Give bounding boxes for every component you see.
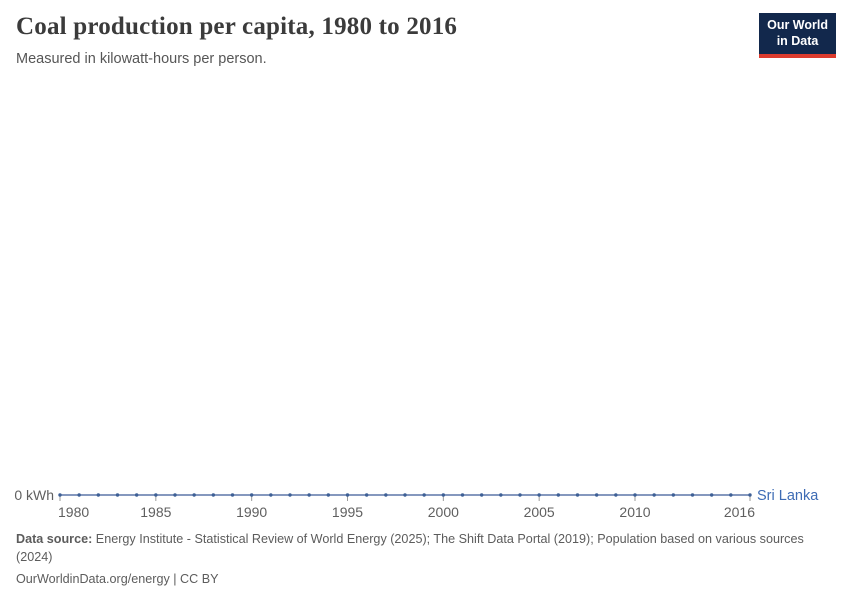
data-point[interactable] — [58, 493, 62, 497]
y-axis-label: 0 kWh — [14, 487, 54, 503]
data-point[interactable] — [537, 493, 541, 497]
x-axis-label: 1980 — [58, 504, 89, 520]
data-point[interactable] — [633, 493, 637, 497]
data-point[interactable] — [499, 493, 503, 497]
x-axis-label: 1995 — [332, 504, 363, 520]
owid-logo-line2: in Data — [776, 33, 819, 48]
data-point[interactable] — [364, 493, 369, 497]
data-point[interactable] — [556, 493, 561, 497]
data-point[interactable] — [709, 493, 714, 497]
chart-subtitle: Measured in kilowatt-hours per person. — [16, 51, 267, 67]
data-point[interactable] — [690, 493, 695, 497]
owid-logo-line1: Our World — [767, 18, 828, 32]
data-point[interactable] — [671, 493, 676, 497]
x-axis-label: 2000 — [428, 504, 459, 520]
data-point[interactable] — [154, 493, 158, 497]
data-point[interactable] — [269, 493, 273, 497]
license-text: | CC BY — [169, 572, 219, 587]
data-point[interactable] — [345, 493, 350, 497]
data-point[interactable] — [192, 493, 196, 497]
data-point[interactable] — [384, 493, 388, 497]
data-point[interactable] — [403, 493, 407, 497]
data-point[interactable] — [575, 493, 580, 497]
data-point[interactable] — [748, 493, 752, 497]
data-point[interactable] — [652, 493, 656, 497]
data-point[interactable] — [479, 493, 484, 497]
data-source-label: Data source: — [16, 532, 93, 546]
data-point[interactable] — [614, 493, 618, 497]
owid-url-link[interactable]: OurWorldinData.org/energy — [16, 572, 170, 587]
chart-footer: Data source: Energy Institute - Statisti… — [16, 531, 834, 589]
data-point[interactable] — [96, 493, 101, 497]
data-source-line: Data source: Energy Institute - Statisti… — [16, 531, 834, 566]
x-axis-label: 2005 — [524, 504, 555, 520]
data-point[interactable] — [211, 493, 216, 497]
x-axis-label: 1985 — [140, 504, 171, 520]
data-source-text: Energy Institute - Statistical Review of… — [16, 532, 804, 564]
data-point[interactable] — [729, 493, 733, 497]
data-point[interactable] — [249, 493, 254, 497]
license-line: OurWorldinData.org/energy | CC BY — [16, 571, 834, 589]
data-point[interactable] — [460, 493, 465, 497]
x-axis-label: 2010 — [619, 504, 650, 520]
x-axis-label: 2016 — [724, 504, 755, 520]
data-point[interactable] — [115, 493, 120, 497]
data-point[interactable] — [441, 493, 446, 497]
x-axis-label: 1990 — [236, 504, 267, 520]
data-point[interactable] — [594, 493, 599, 497]
data-point[interactable] — [173, 493, 177, 497]
data-point[interactable] — [77, 493, 81, 497]
data-point[interactable] — [307, 493, 311, 497]
data-point[interactable] — [288, 493, 292, 497]
data-point[interactable] — [326, 493, 331, 497]
owid-logo[interactable]: Our World in Data — [759, 13, 836, 58]
data-point[interactable] — [422, 493, 426, 497]
page-title: Coal production per capita, 1980 to 2016 — [16, 13, 458, 40]
data-point[interactable] — [230, 493, 235, 497]
data-point[interactable] — [518, 493, 522, 497]
series-entity-label[interactable]: Sri Lanka — [757, 488, 819, 504]
data-point[interactable] — [134, 493, 139, 497]
